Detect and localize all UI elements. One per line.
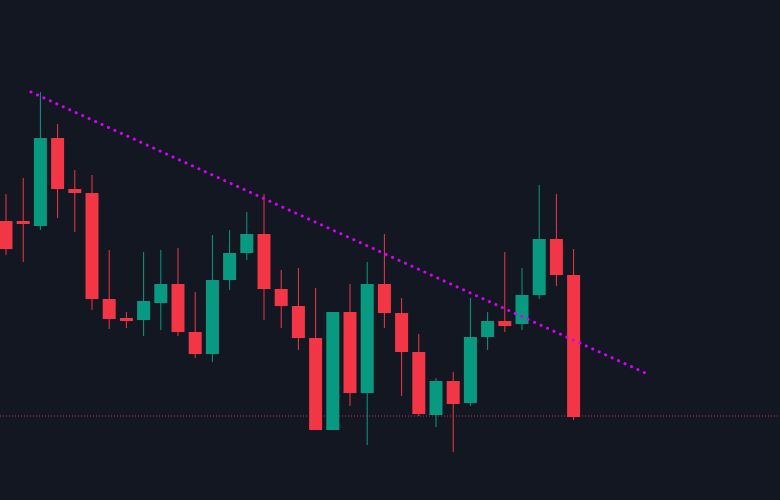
candles-layer bbox=[0, 92, 581, 452]
candle-body bbox=[429, 381, 443, 415]
candle-body bbox=[154, 284, 168, 303]
candle-body bbox=[137, 301, 151, 320]
candle-body bbox=[309, 338, 323, 430]
candle-body bbox=[326, 312, 340, 430]
candle-body bbox=[257, 234, 271, 289]
candle-34[interactable] bbox=[567, 249, 581, 420]
candle-body bbox=[188, 332, 202, 354]
candle-26[interactable] bbox=[429, 378, 443, 427]
candle-body bbox=[498, 321, 512, 326]
candle-body bbox=[274, 289, 288, 306]
candle-12[interactable] bbox=[188, 292, 202, 358]
candle-body bbox=[463, 337, 477, 403]
candle-3[interactable] bbox=[33, 92, 47, 230]
candle-19[interactable] bbox=[309, 288, 323, 430]
candle-body bbox=[549, 239, 563, 275]
candle-17[interactable] bbox=[274, 270, 288, 328]
candle-body bbox=[16, 221, 30, 224]
candle-28[interactable] bbox=[463, 298, 477, 406]
candle-25[interactable] bbox=[412, 334, 426, 416]
candle-29[interactable] bbox=[481, 312, 495, 350]
trendline-layer bbox=[29, 90, 650, 376]
candle-body bbox=[412, 352, 426, 414]
candle-body bbox=[85, 193, 99, 299]
candle-5[interactable] bbox=[68, 170, 82, 232]
candle-body bbox=[68, 189, 82, 193]
candle-body bbox=[481, 321, 495, 337]
candle-31[interactable] bbox=[515, 268, 529, 330]
candle-body bbox=[51, 138, 65, 189]
candle-1[interactable] bbox=[0, 194, 13, 255]
candle-15[interactable] bbox=[240, 212, 254, 260]
candle-body bbox=[567, 275, 581, 417]
candle-33[interactable] bbox=[549, 194, 563, 286]
candle-body bbox=[205, 280, 219, 354]
candle-20[interactable] bbox=[326, 312, 340, 430]
candle-2[interactable] bbox=[16, 178, 30, 262]
candle-body bbox=[377, 284, 391, 313]
candle-4[interactable] bbox=[51, 124, 65, 218]
candle-11[interactable] bbox=[171, 248, 185, 336]
candle-body bbox=[223, 253, 237, 280]
candle-10[interactable] bbox=[154, 250, 168, 330]
candle-24[interactable] bbox=[395, 298, 409, 396]
candle-22[interactable] bbox=[360, 262, 374, 445]
trendline[interactable] bbox=[29, 90, 650, 376]
candle-body bbox=[102, 299, 116, 319]
candle-body bbox=[119, 318, 133, 321]
candle-body bbox=[0, 221, 13, 249]
candle-13[interactable] bbox=[205, 235, 219, 362]
candle-body bbox=[446, 381, 460, 404]
candle-27[interactable] bbox=[446, 372, 460, 452]
candle-9[interactable] bbox=[137, 252, 151, 336]
candle-body bbox=[343, 312, 357, 393]
candle-7[interactable] bbox=[102, 250, 116, 329]
candle-body bbox=[395, 313, 409, 352]
candle-body bbox=[240, 234, 254, 253]
candle-body bbox=[33, 138, 47, 226]
candle-body bbox=[532, 239, 546, 295]
candle-16[interactable] bbox=[257, 194, 271, 320]
candle-18[interactable] bbox=[291, 268, 305, 350]
candle-21[interactable] bbox=[343, 284, 357, 406]
candle-30[interactable] bbox=[498, 252, 512, 332]
candle-body bbox=[171, 284, 185, 332]
candle-32[interactable] bbox=[532, 185, 546, 299]
candle-23[interactable] bbox=[377, 234, 391, 328]
candle-body bbox=[515, 295, 529, 324]
candle-8[interactable] bbox=[119, 312, 133, 328]
candle-body bbox=[291, 306, 305, 338]
candle-14[interactable] bbox=[223, 230, 237, 290]
candle-6[interactable] bbox=[85, 175, 99, 310]
candle-body bbox=[360, 284, 374, 393]
